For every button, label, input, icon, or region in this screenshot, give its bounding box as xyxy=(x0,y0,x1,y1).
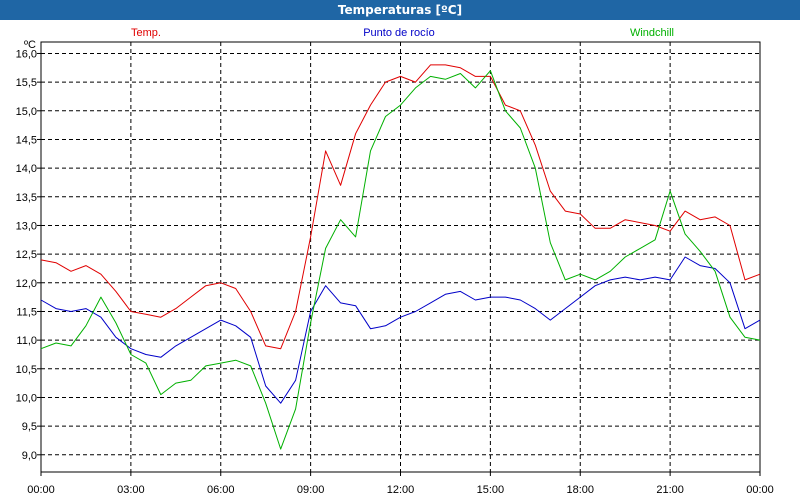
y-tick-label: 10,5 xyxy=(16,364,37,376)
y-tick-label: 15,0 xyxy=(16,106,37,118)
x-tick-time: 03:00 xyxy=(117,484,145,496)
y-tick-label: 11,0 xyxy=(16,335,37,347)
legend-dew-point: Punto de rocío xyxy=(363,27,435,39)
y-tick-label: 15,5 xyxy=(16,77,37,89)
x-tick-time: 06:00 xyxy=(207,484,235,496)
series-line-temp xyxy=(40,64,761,350)
x-tick-time: 21:00 xyxy=(656,484,684,496)
x-tick-time: 12:00 xyxy=(387,484,415,496)
y-tick-label: 12,5 xyxy=(16,249,37,261)
x-tick-time: 15:00 xyxy=(477,484,505,496)
chart-title: Temperaturas [ºC] xyxy=(0,0,800,20)
x-axis-ticks: 00:0019/12/2503:0019/12/2506:0019/12/250… xyxy=(27,472,774,496)
y-tick-label: 9,5 xyxy=(22,421,37,433)
y-tick-label: 13,0 xyxy=(16,220,37,232)
series-line-dew-point xyxy=(40,256,761,404)
y-tick-label: 9,0 xyxy=(22,450,37,462)
y-tick-label: 16,0 xyxy=(16,48,37,60)
x-tick-time: 09:00 xyxy=(297,484,325,496)
series-line-windchill xyxy=(40,70,761,450)
grid xyxy=(41,42,760,472)
series-lines xyxy=(40,64,761,450)
y-tick-label: 14,5 xyxy=(16,134,37,146)
temperature-chart: 9,0 9,5 10,0 10,5 11,0 11,5 12,0 12,5 13,0 13,5 14… xyxy=(16,27,774,496)
x-tick-time: 00:00 xyxy=(746,484,774,496)
y-tick-label: 14,0 xyxy=(16,163,37,175)
y-tick-label: 12,0 xyxy=(16,278,37,290)
legend-windchill: Windchill xyxy=(630,27,674,39)
legend-temp: Temp. xyxy=(131,27,161,39)
y-unit-label: ºC xyxy=(24,39,36,51)
y-axis-ticks: 9,0 9,5 10,0 10,5 11,0 11,5 12,0 12,5 13,0 13,5 14… xyxy=(16,48,41,462)
x-tick-time: 00:00 xyxy=(27,484,55,496)
y-tick-label: 11,5 xyxy=(16,306,37,318)
x-tick-time: 18:00 xyxy=(566,484,594,496)
y-tick-label: 13,5 xyxy=(16,192,37,204)
y-tick-label: 10,0 xyxy=(16,392,37,404)
